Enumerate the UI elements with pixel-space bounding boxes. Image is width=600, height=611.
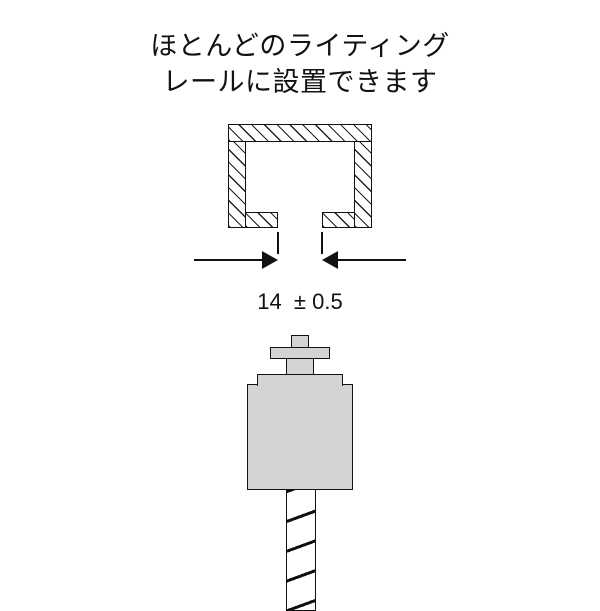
diagram-stage: ほとんどのライティング レールに設置できます 14 ± 0.5	[0, 0, 600, 600]
dimension-value: 14	[257, 289, 281, 314]
dimension-label: 14 ± 0.5	[220, 289, 380, 315]
rail-cross-section	[228, 124, 372, 228]
dimension-tolerance: ± 0.5	[294, 289, 343, 314]
title-line-1: ほとんどのライティング	[0, 28, 600, 64]
cable	[286, 490, 316, 611]
title-block: ほとんどのライティング レールに設置できます	[0, 28, 600, 101]
title-line-2: レールに設置できます	[0, 64, 600, 100]
